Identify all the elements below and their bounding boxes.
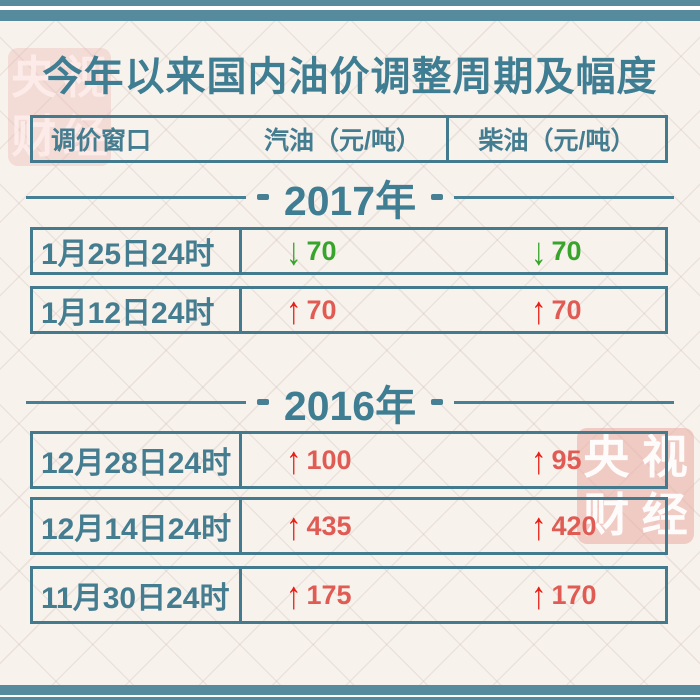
adjustment-date: 11月30日24时 <box>41 582 230 615</box>
diesel-change: ↑ 95 <box>531 434 582 486</box>
column-divider <box>239 500 242 552</box>
top-frame-band <box>0 0 700 21</box>
adjustment-date: 12月28日24时 <box>41 447 232 480</box>
year-label: 2017年 <box>283 178 417 224</box>
watermark-char: 视 <box>641 430 688 483</box>
table-row: 12月14日24时 ↑ 435 ↑ 420 <box>30 497 668 555</box>
change-value: 175 <box>306 579 352 610</box>
diesel-change: ↑ 420 <box>531 500 597 552</box>
change-value: 100 <box>306 444 352 475</box>
up-arrow-icon: ↑ <box>286 438 302 482</box>
change-value: 70 <box>551 235 582 266</box>
gasoline-change: ↑ 70 <box>286 289 337 331</box>
up-arrow-icon: ↑ <box>531 504 547 548</box>
heading-rule-right <box>454 195 674 199</box>
heading-dash-right <box>431 194 444 200</box>
heading-dash-right <box>431 399 444 405</box>
watermark-char: 央 <box>11 51 57 103</box>
watermark-char: 央 <box>583 430 630 483</box>
heading-dash-left <box>256 399 269 405</box>
year-section: 2017年 1月25日24时 ↓ 70 ↓ 70 1月12日24时 ↑ 70 ↑ 70 <box>0 172 700 334</box>
change-value: 70 <box>306 235 337 266</box>
cctv-finance-watermark-left: 央视财经 <box>8 48 111 166</box>
up-arrow-icon: ↑ <box>531 288 547 332</box>
sections: 2017年 1月25日24时 ↓ 70 ↓ 70 1月12日24时 ↑ 70 ↑ 70 2016年 12… <box>0 163 700 624</box>
year-heading: 2016年 <box>26 377 674 429</box>
column-divider <box>239 569 242 621</box>
adjustment-date: 1月12日24时 <box>41 297 215 330</box>
diesel-change: ↑ 170 <box>531 569 597 621</box>
table-row: 1月12日24时 ↑ 70 ↑ 70 <box>30 286 668 334</box>
watermark-char: 财 <box>11 110 57 162</box>
diesel-change: ↓ 70 <box>531 230 582 272</box>
gasoline-change: ↓ 70 <box>286 230 337 272</box>
column-divider <box>239 289 242 331</box>
table-header-row: 调价窗口 汽油（元/吨） 柴油（元/吨） <box>30 115 668 163</box>
change-value: 420 <box>551 510 597 541</box>
change-value: 435 <box>306 510 352 541</box>
gasoline-change: ↑ 100 <box>286 434 352 486</box>
table-row: 1月25日24时 ↓ 70 ↓ 70 <box>30 227 668 275</box>
heading-rule-right <box>454 400 674 404</box>
heading-dash-left <box>256 194 269 200</box>
down-arrow-icon: ↓ <box>531 229 547 273</box>
change-value: 70 <box>551 294 582 325</box>
watermark-char: 视 <box>62 51 108 103</box>
up-arrow-icon: ↑ <box>531 438 547 482</box>
change-value: 95 <box>551 444 582 475</box>
header-gasoline: 汽油（元/吨） <box>264 127 421 155</box>
header-adjustment-window: 调价窗口 <box>51 127 152 155</box>
column-divider <box>239 230 242 272</box>
header-diesel: 柴油（元/吨） <box>446 118 665 160</box>
page-title: 今年以来国内油价调整周期及幅度 <box>42 55 658 99</box>
up-arrow-icon: ↑ <box>286 504 302 548</box>
up-arrow-icon: ↑ <box>286 573 302 617</box>
year-label: 2016年 <box>283 383 417 429</box>
watermark-char: 经 <box>62 110 108 162</box>
up-arrow-icon: ↑ <box>286 288 302 332</box>
diesel-change: ↑ 70 <box>531 289 582 331</box>
gasoline-change: ↑ 175 <box>286 569 352 621</box>
gasoline-change: ↑ 435 <box>286 500 352 552</box>
column-divider <box>239 434 242 486</box>
up-arrow-icon: ↑ <box>531 573 547 617</box>
change-value: 70 <box>306 294 337 325</box>
heading-rule-left <box>26 400 246 404</box>
change-value: 170 <box>551 579 597 610</box>
bottom-frame-band <box>0 685 700 700</box>
adjustment-date: 12月14日24时 <box>41 513 232 546</box>
down-arrow-icon: ↓ <box>286 229 302 273</box>
adjustment-date: 1月25日24时 <box>41 238 215 271</box>
table-row: 11月30日24时 ↑ 175 ↑ 170 <box>30 566 668 624</box>
year-section: 2016年 12月28日24时 ↑ 100 ↑ 95 12月14日24时 ↑ 435 ↑ 420 11… <box>0 377 700 624</box>
table-row: 12月28日24时 ↑ 100 ↑ 95 <box>30 431 668 489</box>
heading-rule-left <box>26 195 246 199</box>
year-heading: 2017年 <box>26 172 674 224</box>
